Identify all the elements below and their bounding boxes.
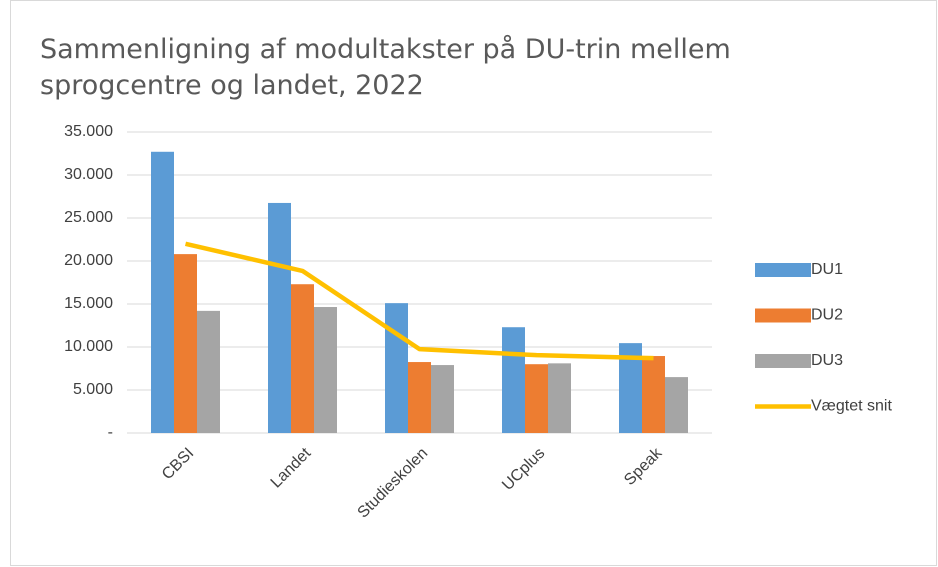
bar [431, 365, 454, 433]
x-tick-label: CBSI [159, 445, 197, 483]
bar [525, 364, 548, 433]
chart-title: Sammenligning af modultakster på DU-trin… [40, 34, 731, 101]
legend-swatch [755, 263, 811, 277]
bar [314, 307, 337, 433]
bar [291, 284, 314, 433]
bar [642, 356, 665, 433]
y-tick-label: 25.000 [64, 209, 113, 226]
legend-swatch [755, 354, 811, 368]
y-tick-label: 30.000 [64, 166, 113, 183]
legend-swatch [755, 308, 811, 323]
bar [619, 343, 642, 433]
legend-label: DU3 [811, 352, 843, 369]
bar [151, 151, 174, 433]
legend-label: DU1 [811, 261, 843, 278]
bar [385, 303, 408, 433]
bar [548, 363, 571, 433]
y-tick-label: 15.000 [64, 295, 113, 312]
y-tick-label: - [108, 424, 113, 441]
x-tick-label: Studieskolen [355, 445, 432, 522]
x-tick-label: Landet [268, 444, 315, 491]
x-tick-label: Speak [621, 444, 666, 489]
y-tick-label: 10.000 [64, 338, 113, 355]
x-tick-label: UCplus [499, 445, 548, 494]
bar [268, 202, 291, 433]
y-tick-label: 5.000 [73, 381, 113, 398]
line [184, 241, 654, 361]
bar [665, 377, 688, 433]
legend-label: Vægtet snit [811, 398, 892, 415]
bar [174, 254, 197, 433]
y-tick-label: 20.000 [64, 252, 113, 269]
legend-label: DU2 [811, 307, 843, 324]
bar [408, 362, 431, 433]
bar [197, 310, 220, 433]
chart-frame [10, 0, 937, 566]
bar [502, 327, 525, 433]
y-tick-label: 35.000 [64, 123, 113, 140]
